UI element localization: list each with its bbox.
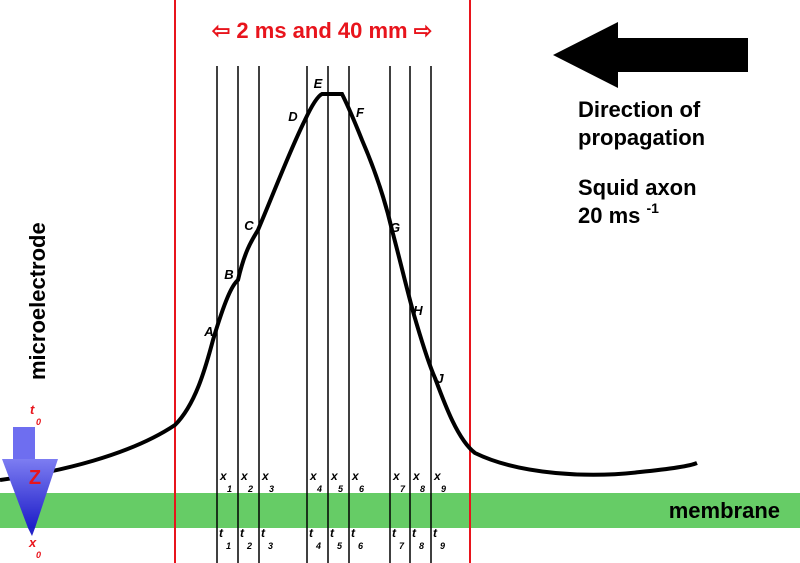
right-arrow-icon: ⇨ — [414, 18, 432, 43]
t-label-1: t1 — [219, 526, 231, 551]
x0-main: x — [28, 535, 37, 550]
x-label-2-main: x — [240, 469, 249, 483]
t-label-3-sub: 3 — [268, 541, 273, 551]
species-superscript: -1 — [647, 200, 660, 216]
t-label-8: t8 — [412, 526, 424, 551]
t-label-4-main: t — [309, 526, 314, 540]
point-label-d: D — [288, 109, 298, 124]
point-label-b: B — [224, 267, 233, 282]
x-label-6-main: x — [351, 469, 360, 483]
point-label-f: F — [356, 105, 365, 120]
point-label-a: A — [203, 324, 213, 339]
t-label-6-sub: 6 — [358, 541, 364, 551]
x-label-3-main: x — [261, 469, 270, 483]
x-label-9: x9 — [433, 469, 446, 494]
x-label-2-sub: 2 — [247, 484, 253, 494]
x-label-8-main: x — [412, 469, 421, 483]
x-label-9-sub: 9 — [441, 484, 446, 494]
x-label-8-sub: 8 — [420, 484, 425, 494]
t-label-6: t6 — [351, 526, 364, 551]
t-label-7: t7 — [392, 526, 405, 551]
x-label-6-sub: 6 — [359, 484, 365, 494]
t-label-3: t3 — [261, 526, 273, 551]
z-label: Z — [29, 467, 41, 489]
x-label-7-sub: 7 — [400, 484, 406, 494]
header-span-label: ⇦ 2 ms and 40 mm ⇨ — [212, 18, 432, 43]
t-label-7-sub: 7 — [399, 541, 405, 551]
t-label-9-main: t — [433, 526, 438, 540]
direction-line-2: propagation — [578, 125, 705, 150]
x-label-7: x7 — [392, 469, 406, 494]
membrane-label: membrane — [669, 498, 780, 523]
t-label-2-sub: 2 — [246, 541, 252, 551]
direction-label: Direction of propagation — [578, 97, 706, 150]
sample-lines — [216, 66, 432, 563]
t-label-1-sub: 1 — [226, 541, 231, 551]
membrane-band — [0, 493, 800, 528]
x-label-9-main: x — [433, 469, 442, 483]
t-label-7-main: t — [392, 526, 397, 540]
t-label-8-main: t — [412, 526, 417, 540]
species-line-1: Squid axon — [578, 175, 697, 200]
x-label-1-main: x — [219, 469, 228, 483]
microelectrode-icon — [2, 427, 58, 536]
x-label-5-sub: 5 — [338, 484, 344, 494]
point-label-j: J — [436, 371, 444, 386]
action-potential-curve — [0, 92, 698, 482]
x-label-8: x8 — [412, 469, 425, 494]
t-label-9: t9 — [433, 526, 445, 551]
species-line-2: 20 ms — [578, 203, 640, 228]
x-label-3: x3 — [261, 469, 274, 494]
microelectrode-label: microelectrode — [25, 222, 50, 380]
t-label-4-sub: 4 — [315, 541, 321, 551]
t0-sub: 0 — [36, 417, 41, 427]
x0-label: x 0 — [28, 534, 41, 560]
curve-point-labels: A B C D E F G H J — [203, 76, 444, 386]
x-label-2: x2 — [240, 469, 253, 494]
t-label-5: t5 — [330, 526, 343, 551]
point-label-g: G — [390, 220, 400, 235]
x-label-1-sub: 1 — [227, 484, 232, 494]
x-label-7-main: x — [392, 469, 401, 483]
header-text: 2 ms and 40 mm — [236, 18, 407, 43]
t-label-3-main: t — [261, 526, 266, 540]
t-label-5-sub: 5 — [337, 541, 343, 551]
x-label-6: x6 — [351, 469, 365, 494]
t-label-8-sub: 8 — [419, 541, 424, 551]
x-label-1: x1 — [219, 469, 232, 494]
x-label-4-sub: 4 — [316, 484, 322, 494]
x-label-4-main: x — [309, 469, 318, 483]
direction-arrow-icon — [553, 22, 748, 88]
t-label-6-main: t — [351, 526, 356, 540]
t0-main: t — [30, 402, 35, 417]
t-label-4: t4 — [309, 526, 321, 551]
t0-label: t 0 — [30, 401, 41, 427]
point-label-c: C — [244, 218, 254, 233]
t-label-9-sub: 9 — [440, 541, 445, 551]
t-label-2: t2 — [240, 526, 252, 551]
t-label-2-main: t — [240, 526, 245, 540]
t-label-5-main: t — [330, 526, 335, 540]
x-label-5-main: x — [330, 469, 339, 483]
direction-line-1: Direction of — [578, 97, 701, 122]
x0-sub: 0 — [36, 550, 41, 560]
point-label-h: H — [413, 303, 423, 318]
x-label-5: x5 — [330, 469, 344, 494]
x-label-3-sub: 3 — [269, 484, 274, 494]
t-label-1-main: t — [219, 526, 224, 540]
left-arrow-icon: ⇦ — [212, 18, 230, 43]
x-label-4: x4 — [309, 469, 322, 494]
species-label: Squid axon 20 ms -1 — [578, 175, 703, 228]
point-label-e: E — [314, 76, 323, 91]
